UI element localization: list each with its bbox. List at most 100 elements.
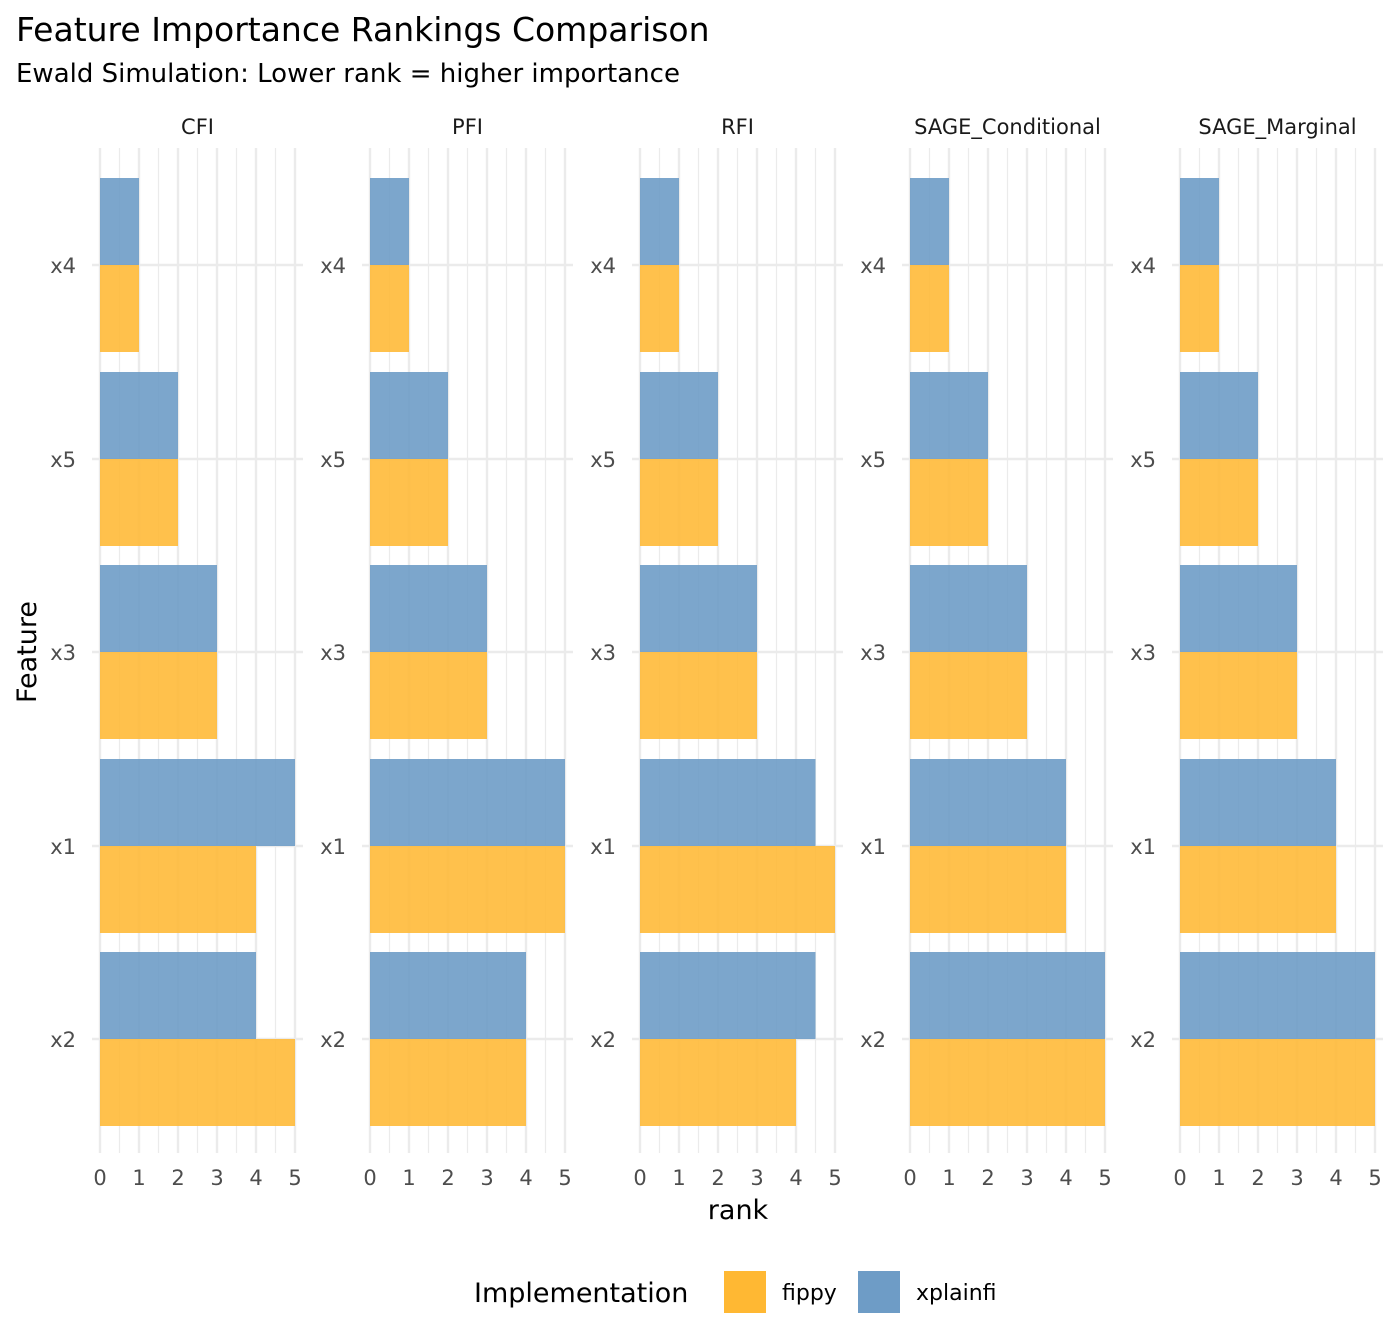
bar-fippy-x3-sage-marginal (1180, 652, 1297, 739)
bar-xplainfi-x1-sage-marginal (1180, 759, 1336, 846)
panel-sage-marginal: SAGE_Marginal x4 x5 x3 x1 x2 0 1 2 3 4 5 (1130, 115, 1383, 1190)
bar-fippy-x1-rfi (640, 846, 835, 933)
bar-fippy-x1-pfi (370, 846, 565, 933)
y-tick-label: x4 (1130, 254, 1156, 278)
y-tick-label: x5 (860, 448, 886, 472)
bar-xplainfi-x5-pfi (370, 372, 448, 459)
y-tick-label: x1 (590, 835, 616, 859)
bar-xplainfi-x2-sage-conditional (910, 952, 1105, 1039)
x-tick-label: 4 (249, 1166, 262, 1190)
x-tick-label: 5 (1098, 1166, 1111, 1190)
y-tick-label: x2 (320, 1028, 346, 1052)
x-tick-label: 0 (903, 1166, 916, 1190)
bar-fippy-x5-rfi (640, 459, 718, 546)
x-tick-label: 0 (633, 1166, 646, 1190)
bar-fippy-x3-cfi (100, 652, 217, 739)
x-tick-label: 5 (828, 1166, 841, 1190)
x-tick-label: 3 (1290, 1166, 1303, 1190)
bar-fippy-x4-rfi (640, 265, 679, 352)
bar-fippy-x1-sage-marginal (1180, 846, 1336, 933)
bar-xplainfi-x1-cfi (100, 759, 295, 846)
y-tick-label: x4 (50, 254, 76, 278)
bar-fippy-x5-sage-marginal (1180, 459, 1258, 546)
y-axis-title: Feature (12, 601, 43, 703)
x-tick-label: 1 (132, 1166, 145, 1190)
bar-xplainfi-x4-sage-marginal (1180, 178, 1219, 265)
facet-label-rfi: RFI (721, 115, 754, 139)
bar-xplainfi-x4-sage-conditional (910, 178, 949, 265)
y-tick-label: x3 (860, 641, 886, 665)
x-tick-label: 2 (981, 1166, 994, 1190)
facet-panels: CFI x4 x5 x3 x1 x2 0 1 2 3 4 5 PFI x4 x5 x3 x1 x2 0 1 2 3 4 5 RF… (50, 115, 1383, 1190)
x-tick-label: 3 (750, 1166, 763, 1190)
x-axis-title: rank (708, 1195, 769, 1226)
bar-xplainfi-x5-rfi (640, 372, 718, 459)
bar-fippy-x5-pfi (370, 459, 448, 546)
y-tick-label: x2 (860, 1028, 886, 1052)
x-tick-label: 2 (441, 1166, 454, 1190)
bar-xplainfi-x3-rfi (640, 565, 757, 652)
bar-xplainfi-x1-rfi (640, 759, 816, 846)
x-tick-label: 5 (288, 1166, 301, 1190)
y-tick-label: x1 (1130, 835, 1156, 859)
x-tick-label: 4 (1329, 1166, 1342, 1190)
y-tick-label: x3 (50, 641, 76, 665)
bar-xplainfi-x4-cfi (100, 178, 139, 265)
y-tick-label: x3 (590, 641, 616, 665)
bar-xplainfi-x3-sage-conditional (910, 565, 1027, 652)
bar-xplainfi-x5-cfi (100, 372, 178, 459)
bar-fippy-x4-sage-conditional (910, 265, 949, 352)
bar-xplainfi-x3-sage-marginal (1180, 565, 1297, 652)
bar-fippy-x2-rfi (640, 1039, 796, 1126)
x-tick-label: 2 (171, 1166, 184, 1190)
y-tick-label: x5 (50, 448, 76, 472)
x-tick-label: 2 (1251, 1166, 1264, 1190)
bar-fippy-x5-cfi (100, 459, 178, 546)
y-tick-label: x4 (860, 254, 886, 278)
y-tick-label: x5 (1130, 448, 1156, 472)
legend: Implementation fippy xplainfi (474, 1271, 997, 1313)
bar-fippy-x4-sage-marginal (1180, 265, 1219, 352)
x-tick-label: 0 (363, 1166, 376, 1190)
panel-pfi: PFI x4 x5 x3 x1 x2 0 1 2 3 4 5 (320, 115, 573, 1190)
legend-label-fippy: fippy (782, 1281, 837, 1306)
bar-xplainfi-x2-sage-marginal (1180, 952, 1375, 1039)
bar-xplainfi-x1-pfi (370, 759, 565, 846)
y-tick-label: x2 (590, 1028, 616, 1052)
bar-fippy-x2-sage-conditional (910, 1039, 1105, 1126)
facet-label-pfi: PFI (452, 115, 483, 139)
y-tick-label: x3 (320, 641, 346, 665)
y-tick-label: x2 (1130, 1028, 1156, 1052)
bar-fippy-x4-cfi (100, 265, 139, 352)
facet-label-cfi: CFI (181, 115, 214, 139)
bar-fippy-x2-sage-marginal (1180, 1039, 1375, 1126)
x-tick-label: 0 (1173, 1166, 1186, 1190)
x-tick-label: 3 (210, 1166, 223, 1190)
x-tick-label: 1 (402, 1166, 415, 1190)
bar-fippy-x5-sage-conditional (910, 459, 988, 546)
bar-xplainfi-x5-sage-marginal (1180, 372, 1258, 459)
legend-label-xplainfi: xplainfi (916, 1281, 997, 1306)
bar-fippy-x3-pfi (370, 652, 487, 739)
bar-fippy-x1-sage-conditional (910, 846, 1066, 933)
panel-rfi: RFI x4 x5 x3 x1 x2 0 1 2 3 4 5 (590, 115, 843, 1190)
bar-xplainfi-x2-rfi (640, 952, 816, 1039)
legend-key-fippy (724, 1271, 766, 1313)
bar-xplainfi-x3-cfi (100, 565, 217, 652)
y-tick-label: x4 (320, 254, 346, 278)
bar-xplainfi-x1-sage-conditional (910, 759, 1066, 846)
y-tick-label: x5 (590, 448, 616, 472)
x-tick-label: 0 (93, 1166, 106, 1190)
chart-subtitle: Ewald Simulation: Lower rank = higher im… (16, 59, 680, 89)
x-tick-label: 4 (1059, 1166, 1072, 1190)
bar-fippy-x2-pfi (370, 1039, 526, 1126)
x-tick-label: 1 (942, 1166, 955, 1190)
bar-fippy-x1-cfi (100, 846, 256, 933)
bar-fippy-x3-rfi (640, 652, 757, 739)
facet-label-sage-conditional: SAGE_Conditional (914, 115, 1101, 140)
bar-xplainfi-x4-rfi (640, 178, 679, 265)
x-tick-label: 2 (711, 1166, 724, 1190)
y-tick-label: x1 (860, 835, 886, 859)
legend-key-xplainfi (858, 1271, 900, 1313)
